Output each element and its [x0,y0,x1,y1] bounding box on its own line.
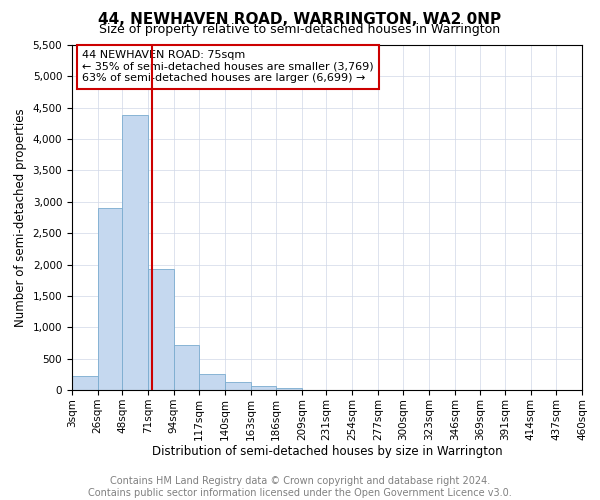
Y-axis label: Number of semi-detached properties: Number of semi-detached properties [14,108,27,327]
Bar [173,345,199,390]
Bar [199,374,225,390]
Bar [72,376,98,390]
Bar [276,388,302,390]
Text: 44 NEWHAVEN ROAD: 75sqm
← 35% of semi-detached houses are smaller (3,769)
63% of: 44 NEWHAVEN ROAD: 75sqm ← 35% of semi-de… [82,50,374,84]
Text: 44, NEWHAVEN ROAD, WARRINGTON, WA2 0NP: 44, NEWHAVEN ROAD, WARRINGTON, WA2 0NP [98,12,502,28]
X-axis label: Distribution of semi-detached houses by size in Warrington: Distribution of semi-detached houses by … [152,446,502,458]
Bar [98,208,122,390]
Bar [122,116,148,390]
Bar [148,269,173,390]
Text: Size of property relative to semi-detached houses in Warrington: Size of property relative to semi-detach… [100,22,500,36]
Bar [251,386,276,390]
Text: Contains HM Land Registry data © Crown copyright and database right 2024.
Contai: Contains HM Land Registry data © Crown c… [88,476,512,498]
Bar [225,382,251,390]
